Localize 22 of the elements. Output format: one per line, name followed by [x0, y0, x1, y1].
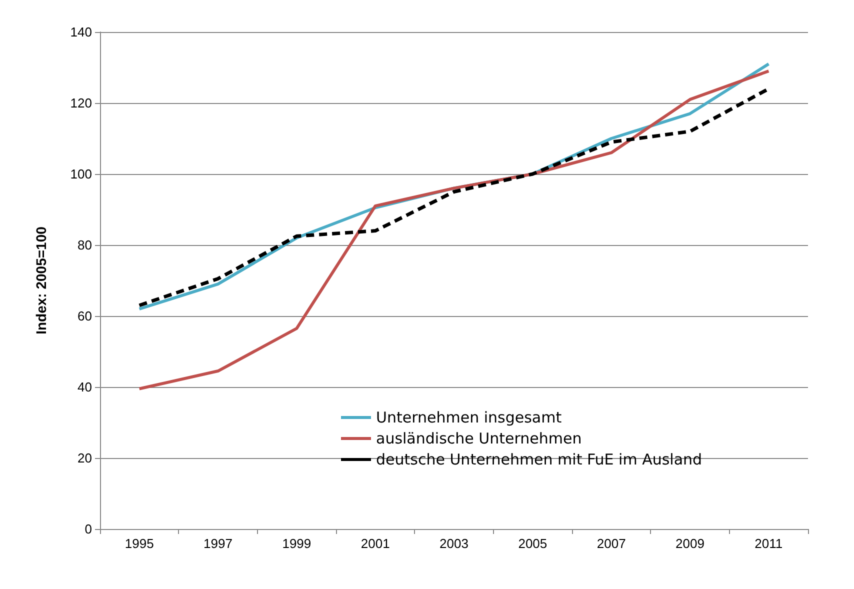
line-series: [138, 70, 770, 390]
x-tick-label: 2003: [440, 536, 468, 551]
y-tick-label: 40: [78, 380, 92, 394]
y-axis-title: Index: 2005=100: [33, 226, 49, 334]
y-tick-label: 60: [78, 308, 92, 324]
x-tick-label: 2001: [360, 536, 390, 551]
x-tick-label: 2007: [596, 536, 626, 551]
x-tick-label: 1995: [124, 536, 154, 551]
y-tick-label: 0: [84, 522, 92, 536]
y-tick-label: 100: [70, 166, 92, 182]
y-tick-label: 20: [78, 450, 92, 466]
legend-label: deutsche Unternehmen mit FuE im Ausland: [376, 450, 702, 468]
y-tick-label: 140: [70, 24, 92, 40]
y-tick-label: 120: [70, 96, 92, 110]
legend-label: ausländische Unternehmen: [376, 430, 582, 448]
x-tick-label: 1999: [282, 536, 312, 551]
legend-label: Unternehmen insgesamt: [376, 408, 562, 426]
x-tick-label: 2009: [676, 536, 704, 551]
x-tick-label: 1997: [204, 536, 232, 551]
x-tick-label: 2011: [754, 536, 783, 551]
x-tick-label: 2005: [518, 536, 548, 551]
y-tick-label: 80: [78, 238, 92, 252]
